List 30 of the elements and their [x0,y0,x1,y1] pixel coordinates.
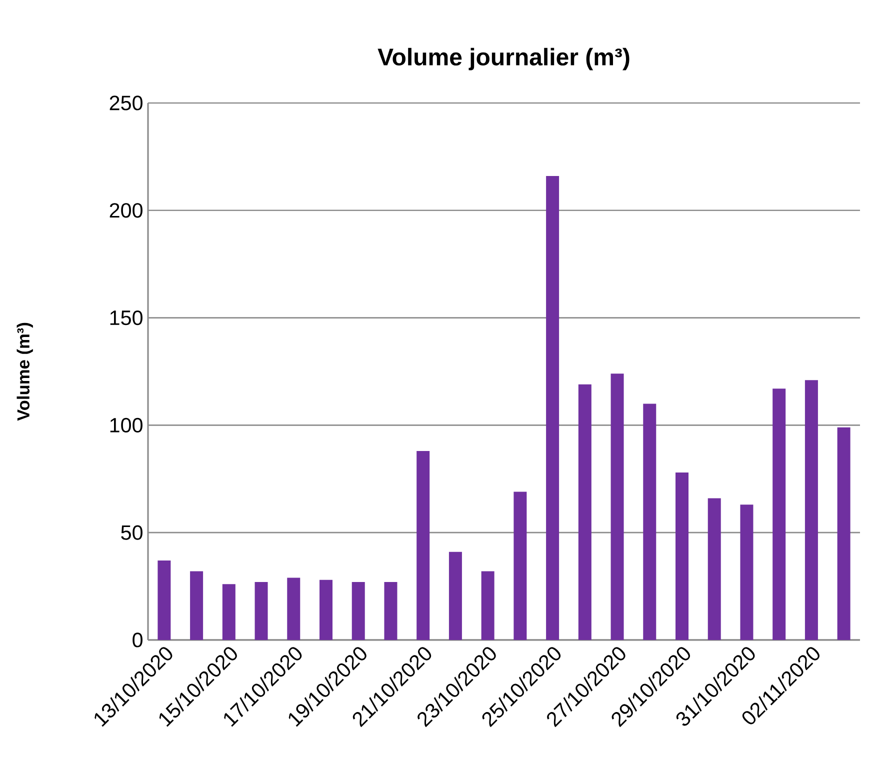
bar [578,384,592,640]
y-tick-label: 100 [110,418,142,433]
bar [190,571,204,640]
y-tick-label: 150 [110,310,142,326]
bar [384,582,398,640]
bar [643,404,656,640]
bar [546,176,560,640]
bar [448,552,462,640]
bar [254,582,268,640]
bar [222,584,236,640]
bar [837,427,850,640]
bar [772,388,786,640]
bar [514,492,527,640]
chart-title: Volume journalier (m³) [378,48,630,70]
y-tick-label: 50 [121,525,142,540]
y-tick-label: 200 [110,203,142,218]
bar [287,578,300,640]
bar [610,374,624,640]
y-axis-title: Volume (m³) [16,322,33,421]
bar [352,582,365,640]
bar [740,504,754,640]
bar [158,560,171,640]
y-tick-label: 0 [132,632,142,648]
bar [320,580,333,640]
bar [416,450,430,640]
bar [481,571,494,640]
y-tick-label: 250 [110,96,142,110]
bar [676,472,689,640]
bar [804,380,818,640]
bar [708,498,721,640]
